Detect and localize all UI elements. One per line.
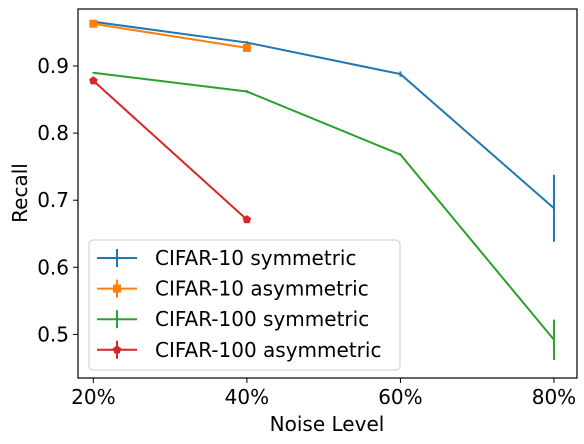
legend-swatch-marker [112, 345, 122, 354]
axes-frame [77, 8, 578, 379]
x-axis-label: Noise Level [270, 412, 385, 436]
x-tick-label: 20% [71, 385, 115, 409]
y-tick-label: 0.9 [37, 54, 69, 78]
y-tick-label: 0.5 [37, 322, 69, 346]
x-tick-label: 80% [532, 385, 576, 409]
y-axis: 0.5 0.6 0.7 0.8 0.9 [37, 54, 78, 346]
x-tick-label: 60% [378, 385, 422, 409]
x-axis: 20% 40% 60% 80% [71, 378, 576, 409]
legend-entry-label: CIFAR-100 asymmetric [155, 338, 381, 362]
x-tick-label: 40% [225, 385, 269, 409]
data-point [89, 76, 98, 85]
legend: CIFAR-10 symmetric CIFAR-10 asymmetric CIF… [88, 239, 401, 371]
y-tick-label: 0.8 [37, 121, 69, 145]
series-line [93, 71, 555, 341]
legend-entry-label: CIFAR-10 asymmetric [155, 277, 369, 301]
y-tick-label: 0.7 [37, 188, 69, 212]
legend-entry-label: CIFAR-10 symmetric [155, 246, 356, 270]
data-point [242, 215, 252, 224]
legend-swatch-marker [113, 284, 121, 293]
y-tick-label: 0.6 [37, 255, 69, 279]
series-line [93, 20, 555, 210]
legend-entry-label: CIFAR-100 symmetric [155, 307, 369, 331]
data-point [89, 19, 98, 28]
data-point [242, 43, 251, 52]
series-line [93, 22, 248, 49]
series-line [92, 80, 248, 221]
legend-box [88, 239, 401, 371]
y-axis-label: Recall [8, 163, 32, 223]
plot-area [89, 19, 555, 360]
